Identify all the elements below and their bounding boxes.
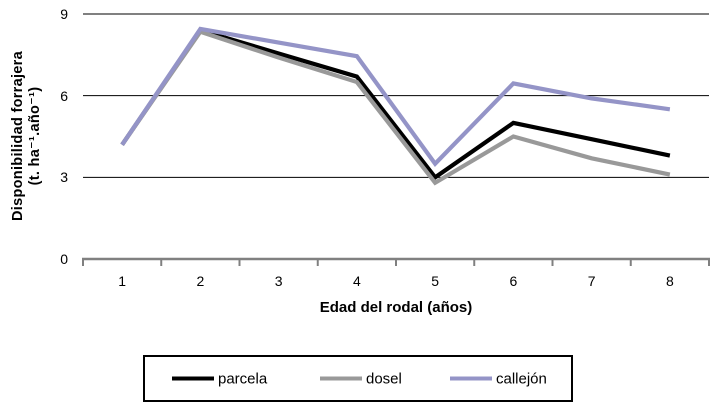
y-tick-label: 6: [60, 87, 68, 104]
x-tick-label: 4: [352, 273, 361, 289]
y-tick-label: 0: [60, 251, 68, 267]
x-tick-label: 3: [274, 273, 283, 289]
callejon-line-swatch-icon: [450, 376, 492, 381]
x-tick-label: 8: [665, 273, 674, 289]
x-axis-title: Edad del rodal (años): [319, 299, 473, 316]
x-tick-label: 5: [431, 273, 440, 289]
x-tick-label: 2: [196, 273, 205, 289]
x-tick-label: 6: [509, 273, 518, 289]
x-tick-label: 7: [587, 273, 596, 289]
legend-label-callejon: callejón: [496, 370, 547, 387]
legend-label-dosel: dosel: [366, 370, 402, 387]
parcela-line-swatch-icon: [172, 376, 214, 381]
legend-item-dosel: dosel: [320, 370, 402, 387]
legend: parcela dosel callejón: [143, 355, 573, 402]
series-line-callejón: [120, 26, 671, 167]
y-tick-label: 3: [60, 169, 68, 186]
y-tick-label: 9: [60, 6, 68, 22]
legend-item-parcela: parcela: [172, 370, 267, 387]
legend-item-callejon: callejón: [450, 370, 547, 387]
dosel-line-swatch-icon: [320, 376, 362, 381]
series-line-dosel: [120, 29, 671, 186]
x-tick-label: 1: [118, 273, 127, 289]
legend-label-parcela: parcela: [218, 370, 268, 387]
plot-area: [82, 13, 710, 266]
